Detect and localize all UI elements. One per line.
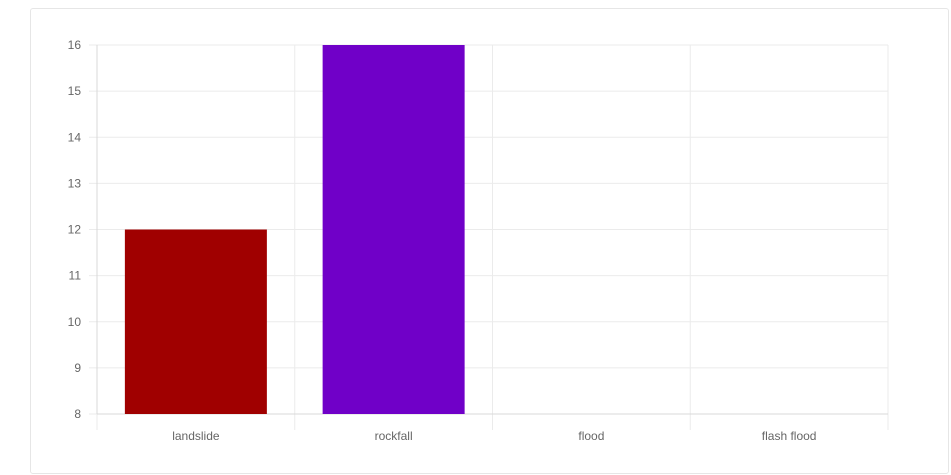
y-tick-label: 10	[68, 315, 82, 329]
x-tick-label: flash flood	[762, 429, 817, 443]
bar-rockfall[interactable]	[322, 45, 465, 414]
y-tick-label: 8	[74, 407, 81, 421]
x-tick-labels: landslide rockfall flood flash flood	[172, 429, 816, 443]
y-tick-labels: 16 15 14 13 12 11 10 9 8	[68, 38, 82, 421]
bar-landslide[interactable]	[124, 229, 267, 415]
y-tick-label: 14	[68, 130, 82, 144]
y-tick-label: 13	[68, 176, 82, 190]
x-tick-label: landslide	[172, 429, 220, 443]
x-tick-label: rockfall	[375, 429, 413, 443]
y-tick-label: 9	[74, 361, 81, 375]
bars	[124, 45, 465, 415]
y-tick-label: 16	[68, 38, 82, 52]
x-tick-label: flood	[578, 429, 604, 443]
y-tick-label: 15	[68, 84, 82, 98]
y-tick-label: 12	[68, 223, 82, 237]
y-tick-label: 11	[69, 269, 82, 283]
